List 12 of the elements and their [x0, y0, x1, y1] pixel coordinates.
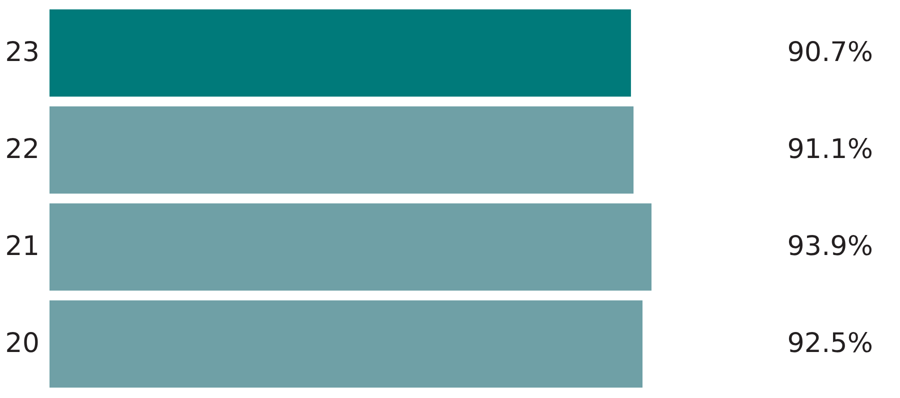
- data-label: 91.1%: [787, 134, 873, 166]
- y-tick-label: 20: [5, 328, 40, 359]
- y-tick-label: 23: [5, 37, 40, 68]
- bar: [48, 202, 652, 292]
- y-tick-label: 22: [5, 134, 40, 166]
- bar: [48, 299, 644, 389]
- y-tick-label: 21: [5, 230, 40, 262]
- data-label: 93.9%: [787, 230, 873, 262]
- data-label: 92.5%: [787, 328, 873, 359]
- data-label: 90.7%: [787, 37, 873, 68]
- bar: [48, 8, 632, 98]
- bar: [48, 105, 635, 195]
